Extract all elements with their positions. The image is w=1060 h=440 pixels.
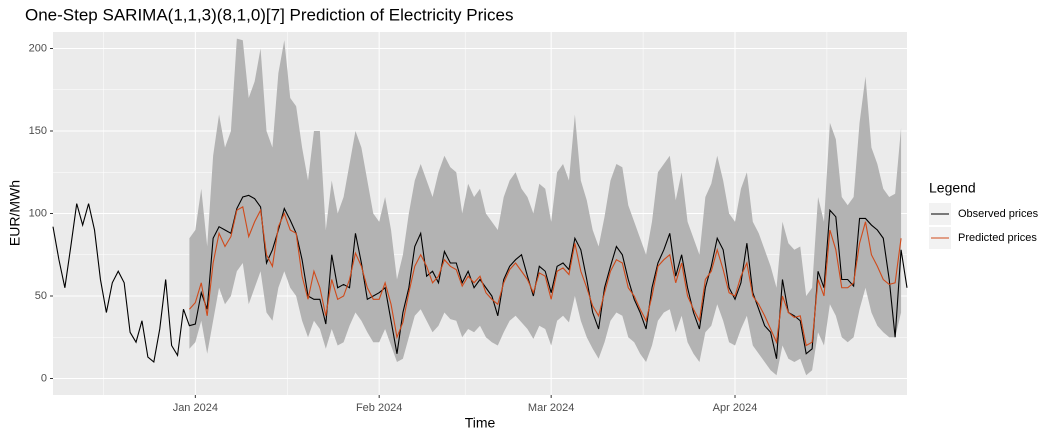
y-axis-title: EUR/MWh (7, 180, 23, 246)
y-tick-label: 50 (35, 290, 47, 302)
legend-label: Observed prices (958, 208, 1039, 220)
x-axis-title: Time (465, 415, 496, 431)
x-tick-label: Feb 2024 (356, 402, 402, 414)
x-tick-label: Apr 2024 (713, 402, 758, 414)
x-tick-label: Mar 2024 (528, 402, 574, 414)
prediction-interval (189, 38, 902, 376)
legend-title: Legend (929, 180, 976, 196)
series-line (52, 194, 908, 364)
series-line (188, 206, 902, 347)
y-tick-label: 150 (29, 125, 47, 137)
y-tick-label: 100 (29, 207, 47, 219)
x-tick-label: Jan 2024 (173, 402, 218, 414)
y-tick-label: 200 (29, 42, 47, 54)
chart-title: One-Step SARIMA(1,1,3)(8,1,0)[7] Predict… (25, 5, 513, 24)
legend-label: Predicted prices (958, 232, 1037, 244)
y-tick-label: 0 (41, 372, 47, 384)
